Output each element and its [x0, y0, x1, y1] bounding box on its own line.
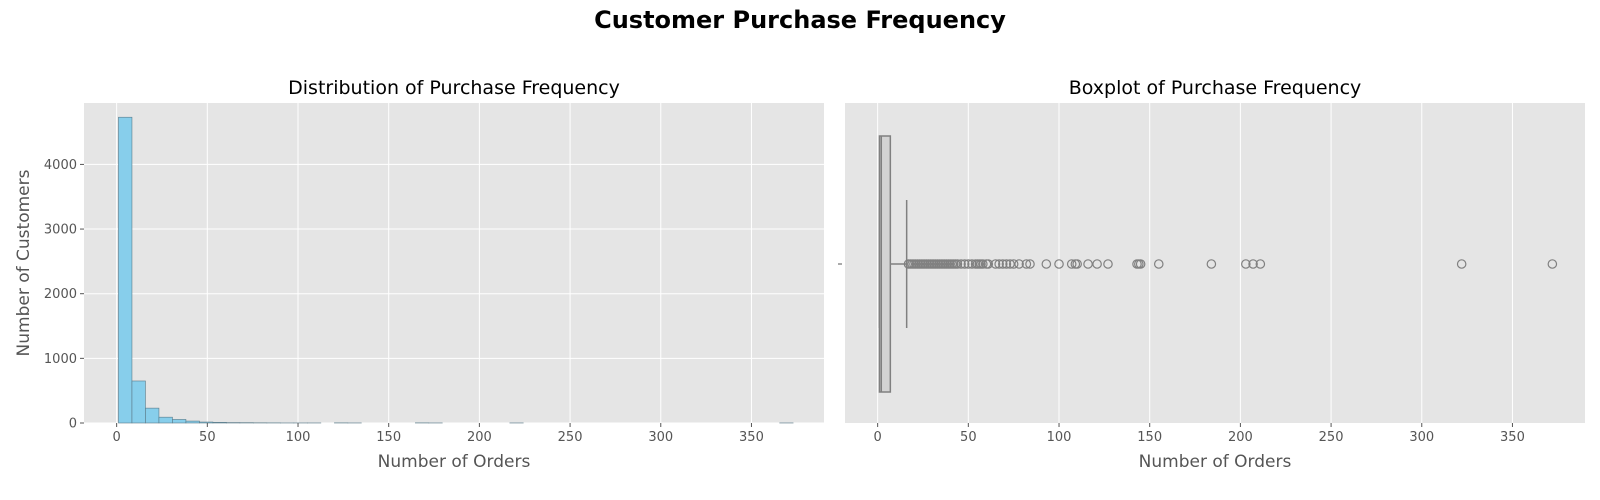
boxplot-x-tick-label: 0 — [874, 430, 882, 445]
boxplot-x-tick-label: 200 — [1228, 430, 1253, 445]
boxplot-title: Boxplot of Purchase Frequency — [1069, 77, 1362, 99]
boxplot-outlier — [1547, 259, 1558, 269]
boxplot-outlier — [1008, 259, 1019, 269]
boxplot-outlier — [1206, 259, 1217, 269]
boxplot-outliers — [903, 259, 1558, 269]
histogram-x-tick-label: 200 — [467, 430, 492, 445]
boxplot-x-ticks: 0 50 100 150 200 250 300 350 — [874, 423, 1525, 445]
histogram-y-tick-label: 1000 — [44, 352, 77, 367]
histogram-x-tick-label: 250 — [558, 430, 583, 445]
boxplot-outlier — [1041, 259, 1052, 269]
boxplot-outlier — [1072, 259, 1082, 269]
boxplot-outlier — [1021, 259, 1032, 269]
histogram-bar — [158, 416, 173, 424]
boxplot-outlier — [994, 259, 1004, 269]
boxplot-outlier — [1005, 259, 1015, 269]
boxplot-outlier — [1456, 259, 1467, 269]
boxplot-box — [878, 135, 892, 393]
boxplot-x-tick-label: 350 — [1500, 430, 1525, 445]
histogram-panel: 0 50 100 150 200 250 300 350 01000200030004000 … — [14, 77, 824, 472]
boxplot-x-tick-label: 250 — [1319, 430, 1344, 445]
boxplot-outlier — [1153, 259, 1164, 269]
histogram-grid — [84, 103, 824, 424]
boxplot-x-tick-label: 50 — [960, 430, 977, 445]
histogram-bar — [131, 380, 146, 424]
boxplot-x-tick-label: 150 — [1137, 430, 1162, 445]
boxplot-x-tick-label: 300 — [1409, 430, 1434, 445]
histogram-x-tick-label: 0 — [113, 430, 121, 445]
boxplot-outlier — [1014, 259, 1024, 269]
boxplot-x-tick-label: 100 — [1047, 430, 1072, 445]
histogram-bar — [118, 116, 133, 424]
boxplot-outlier — [1066, 259, 1077, 269]
boxplot-outlier — [959, 259, 970, 269]
boxplot-outlier — [1255, 259, 1266, 269]
boxplot-outlier — [997, 259, 1008, 269]
boxplot-outlier — [1135, 259, 1146, 269]
figure-title: Customer Purchase Frequency — [594, 6, 1006, 34]
histogram-title: Distribution of Purchase Frequency — [288, 77, 620, 99]
boxplot-outlier — [952, 259, 963, 269]
histogram-x-tick-label: 100 — [286, 430, 311, 445]
histogram-x-tick-label: 300 — [648, 430, 673, 445]
histogram-y-tick-label: 2000 — [44, 287, 77, 302]
histogram-y-tick-label: 0 — [69, 417, 77, 432]
boxplot-outlier — [1248, 259, 1258, 269]
histogram-bar — [199, 421, 214, 424]
histogram-y-axis-label: Number of Customers — [14, 169, 34, 356]
boxplot-outlier — [1025, 259, 1035, 269]
histogram-x-tick-label: 150 — [376, 430, 401, 445]
histogram-bar — [185, 420, 200, 424]
histogram-x-tick-label: 350 — [739, 430, 764, 445]
boxplot-outlier — [1092, 259, 1102, 269]
boxplot-outlier — [990, 259, 1001, 269]
histogram-x-ticks: 0 50 100 150 200 250 300 350 — [113, 423, 764, 445]
histogram-plot-area — [84, 103, 824, 423]
boxplot-outlier — [967, 259, 977, 269]
boxplot-outlier — [1083, 259, 1093, 269]
boxplot-outlier — [1241, 259, 1251, 269]
boxplot-outlier — [983, 259, 994, 269]
boxplot-outlier — [1103, 259, 1113, 269]
histogram-y-tick-label: 3000 — [44, 223, 77, 238]
boxplot-outlier — [1054, 259, 1064, 269]
boxplot-outlier — [956, 259, 966, 269]
histogram-bars — [118, 116, 794, 424]
boxplot-grid — [877, 103, 1513, 423]
histogram-bar — [145, 407, 160, 424]
boxplot-panel: 0 50 100 150 200 250 300 350 Boxplot of Purchas… — [838, 77, 1585, 472]
histogram-y-tick-label: 4000 — [44, 158, 77, 173]
histogram-bar — [212, 422, 227, 424]
histogram-y-ticks: 0 1000 2000 3000 4000 — [44, 158, 84, 432]
histogram-x-axis-label: Number of Orders — [378, 452, 531, 472]
boxplot-x-axis-label: Number of Orders — [1139, 452, 1292, 472]
boxplot-outlier — [978, 259, 988, 269]
boxplot-outlier — [963, 259, 974, 269]
boxplot-outlier — [1001, 259, 1012, 269]
histogram-bar — [172, 419, 187, 424]
histogram-x-tick-label: 50 — [199, 430, 216, 445]
